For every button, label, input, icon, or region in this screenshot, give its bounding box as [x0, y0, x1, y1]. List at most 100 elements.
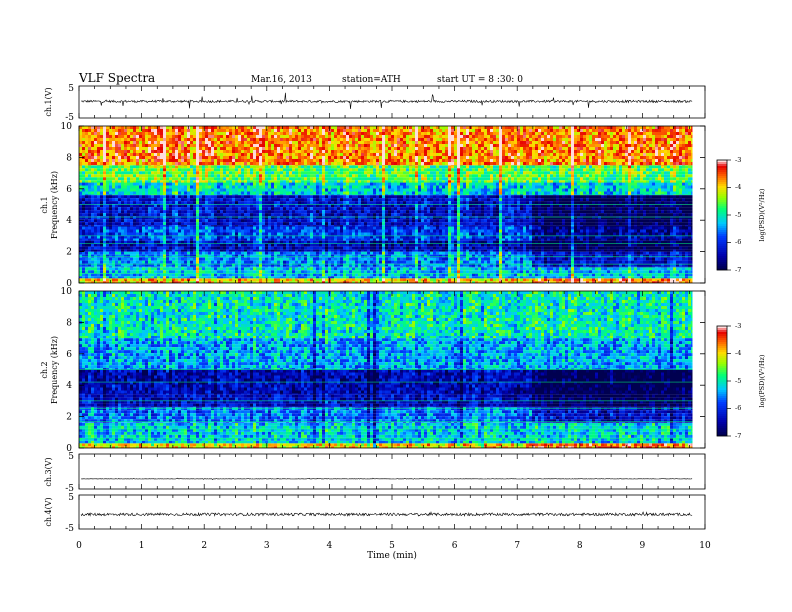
spectrogram-cell: [394, 270, 397, 273]
spectrogram-cell: [130, 252, 133, 255]
spectrogram-cell: [130, 267, 133, 268]
spectrogram-cell: [430, 258, 433, 261]
spectrogram-cell: [226, 233, 229, 236]
spectrogram-cell: [622, 250, 625, 252]
spectrogram-cell: [667, 267, 670, 270]
spectrogram-cell: [430, 195, 433, 198]
spectrogram-cell: [124, 198, 127, 201]
spectrogram-cell: [340, 267, 343, 270]
spectrogram-cell: [493, 198, 496, 201]
spectrogram-cell: [637, 239, 640, 241]
spectrogram-cell: [358, 195, 361, 198]
spectrogram-cell: [529, 241, 532, 244]
spectrogram-cell: [457, 267, 460, 270]
spectrogram-cell: [304, 250, 307, 252]
spectrogram-cell: [394, 267, 397, 268]
spectrogram-cell: [346, 233, 349, 236]
spectrogram-cell: [262, 270, 265, 273]
spectrogram-cell: [328, 230, 331, 233]
spectrogram-cell: [82, 276, 85, 278]
spectrogram-cell: [565, 252, 568, 255]
spectrogram-cell: [121, 270, 124, 273]
spectrogram-cell: [169, 239, 172, 241]
spectrogram-cell: [664, 239, 667, 241]
spectrogram-cell: [310, 252, 313, 255]
spectrogram-cell: [253, 247, 256, 250]
spectrogram-cell: [103, 261, 106, 264]
spectrogram-cell: [280, 241, 283, 244]
spectrogram-cell: [115, 244, 118, 247]
spectrogram-cell: [178, 247, 181, 250]
spectrogram-cell: [403, 201, 406, 204]
spectrogram-cell: [100, 233, 103, 236]
spectrogram-cell: [682, 227, 685, 230]
spectrogram-cell: [205, 261, 208, 264]
spectrogram-cell: [235, 267, 238, 268]
spectrogram-cell: [505, 230, 508, 233]
spectrogram-cell: [271, 270, 274, 273]
spectrogram-cell: [154, 261, 157, 264]
spectrogram-cell: [628, 201, 631, 204]
figure-title: VLF Spectra: [78, 71, 155, 85]
spectrogram-cell: [490, 239, 493, 241]
spectrogram-cell: [376, 239, 379, 241]
spectrogram-cell: [634, 247, 637, 250]
spectrogram-cell: [655, 230, 658, 233]
spectrogram-cell: [460, 244, 463, 247]
spectrogram-cell: [163, 198, 166, 201]
spectrogram-cell: [403, 276, 406, 278]
spectrogram-cell: [637, 247, 640, 250]
spectrogram-cell: [286, 261, 289, 264]
spectrogram-cell: [658, 252, 661, 255]
spectrogram-cell: [235, 252, 238, 255]
spectrogram-cell: [622, 201, 625, 204]
spectrogram-cell: [94, 252, 97, 255]
spectrogram-cell: [172, 270, 175, 273]
spectrogram-cell: [520, 270, 523, 273]
spectrogram-cell: [688, 270, 691, 273]
spectrogram-cell: [361, 241, 364, 244]
spectrogram-cell: [193, 261, 196, 264]
spectrogram-cell: [148, 201, 151, 204]
spectrogram-cell: [181, 198, 184, 201]
spectrogram-cell: [151, 198, 154, 201]
spectrogram-cell: [439, 267, 442, 268]
spectrogram-cell: [361, 227, 364, 230]
spectrogram-cell: [535, 270, 538, 273]
spectrogram-cell: [160, 230, 163, 233]
spectrogram-cell: [343, 201, 346, 204]
spectrogram-cell: [277, 195, 280, 198]
spectrogram-cell: [394, 195, 397, 198]
spectrogram-cell: [661, 198, 664, 201]
spectrogram-cell: [172, 239, 175, 241]
spectrogram-cell: [532, 241, 535, 244]
spectrogram-cell: [235, 270, 238, 273]
spectrogram-cell: [568, 250, 571, 252]
spectrogram-cell: [325, 244, 328, 247]
spectrogram-cell: [532, 252, 535, 255]
spectrogram-cell: [460, 258, 463, 261]
spectrogram-cell: [469, 244, 472, 247]
spectrogram-cell: [442, 247, 445, 250]
spectrogram-cell: [616, 261, 619, 264]
spectrogram-cell: [691, 267, 693, 270]
spectrogram-cell: [514, 267, 517, 270]
spectrogram-cell: [85, 195, 88, 198]
spectrogram-cell: [382, 195, 385, 198]
spectrogram-cell: [136, 261, 139, 264]
spectrogram-cell: [643, 261, 646, 264]
spectrogram-cell: [421, 276, 424, 278]
spectrogram-cell: [202, 252, 205, 255]
spectrogram-cell: [415, 244, 418, 247]
spectrogram-cell: [649, 267, 652, 270]
spectrogram-cell: [322, 239, 325, 241]
spectrogram-cell: [238, 244, 241, 247]
spectrogram-cell: [409, 233, 412, 236]
spectrogram-cell: [184, 270, 187, 273]
spectrogram-cell: [268, 252, 271, 255]
spectrogram-cell: [472, 267, 475, 270]
spectrogram-cell: [649, 276, 652, 278]
spectrogram-cell: [307, 261, 310, 264]
spectrogram-cell: [403, 258, 406, 261]
spectrogram-cell: [148, 250, 151, 252]
